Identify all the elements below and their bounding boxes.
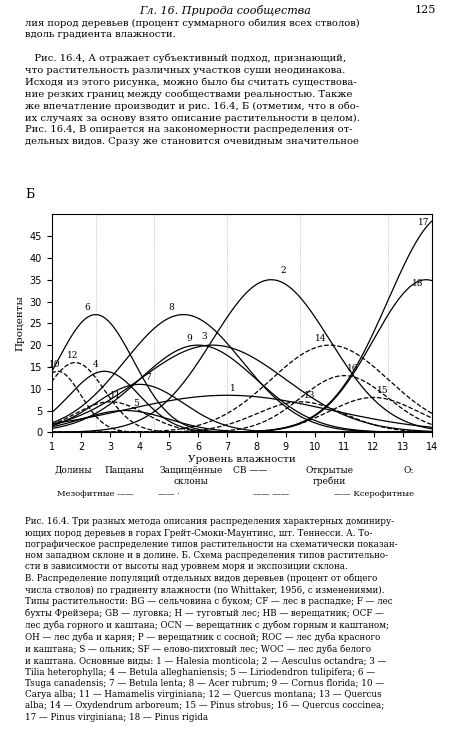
Text: —— ——: —— —— xyxy=(253,490,289,498)
Text: 4: 4 xyxy=(93,360,99,369)
Text: 7: 7 xyxy=(145,373,151,382)
Text: Открытые: Открытые xyxy=(306,466,354,474)
Text: 15: 15 xyxy=(377,386,388,395)
Text: 18: 18 xyxy=(412,279,423,288)
Text: склоны: склоны xyxy=(173,477,208,486)
Text: —— Ксерофитные: —— Ксерофитные xyxy=(333,490,414,498)
Text: 6: 6 xyxy=(84,304,90,313)
Text: Долины: Долины xyxy=(55,466,92,474)
Text: Пащаны: Пащаны xyxy=(105,466,145,474)
Text: Рис. 16.4, А отражает субъективный подход, признающий,
что растительность различ: Рис. 16.4, А отражает субъективный подхо… xyxy=(25,54,360,146)
Text: 12: 12 xyxy=(67,351,78,361)
Text: гребни: гребни xyxy=(313,477,346,486)
Text: 11: 11 xyxy=(110,391,122,400)
Text: —— ·: —— · xyxy=(158,490,180,498)
Text: Гл. 16. Природа сообщества: Гл. 16. Природа сообщества xyxy=(139,5,311,16)
Text: 2: 2 xyxy=(280,266,286,276)
Text: 16: 16 xyxy=(347,364,359,373)
Text: 3: 3 xyxy=(201,332,207,341)
Text: 125: 125 xyxy=(415,5,436,16)
Text: 9: 9 xyxy=(186,334,192,343)
Text: Б: Б xyxy=(25,188,34,201)
Text: 5: 5 xyxy=(134,399,140,409)
Text: СВ ——: СВ —— xyxy=(234,466,268,474)
Text: О:: О: xyxy=(403,466,414,474)
Text: 10: 10 xyxy=(49,360,60,369)
Text: 13: 13 xyxy=(303,391,315,400)
Text: 17: 17 xyxy=(418,219,429,228)
Text: Защищённые: Защищённые xyxy=(159,466,222,474)
Y-axis label: Проценты: Проценты xyxy=(15,296,24,351)
Text: Мезофитные ——: Мезофитные —— xyxy=(57,490,134,498)
Text: 14: 14 xyxy=(315,334,327,343)
Text: лия пород деревьев (процент суммарного обилия всех стволов)
вдоль градиента влаж: лия пород деревьев (процент суммарного о… xyxy=(25,18,360,39)
X-axis label: Уровень влажности: Уровень влажности xyxy=(188,454,296,464)
Text: 8: 8 xyxy=(169,304,175,313)
Text: 1: 1 xyxy=(230,384,236,393)
Text: Рис. 16.4. Три разных метода описания распределения характерных доминиру-
ющих п: Рис. 16.4. Три разных метода описания ра… xyxy=(25,517,397,721)
